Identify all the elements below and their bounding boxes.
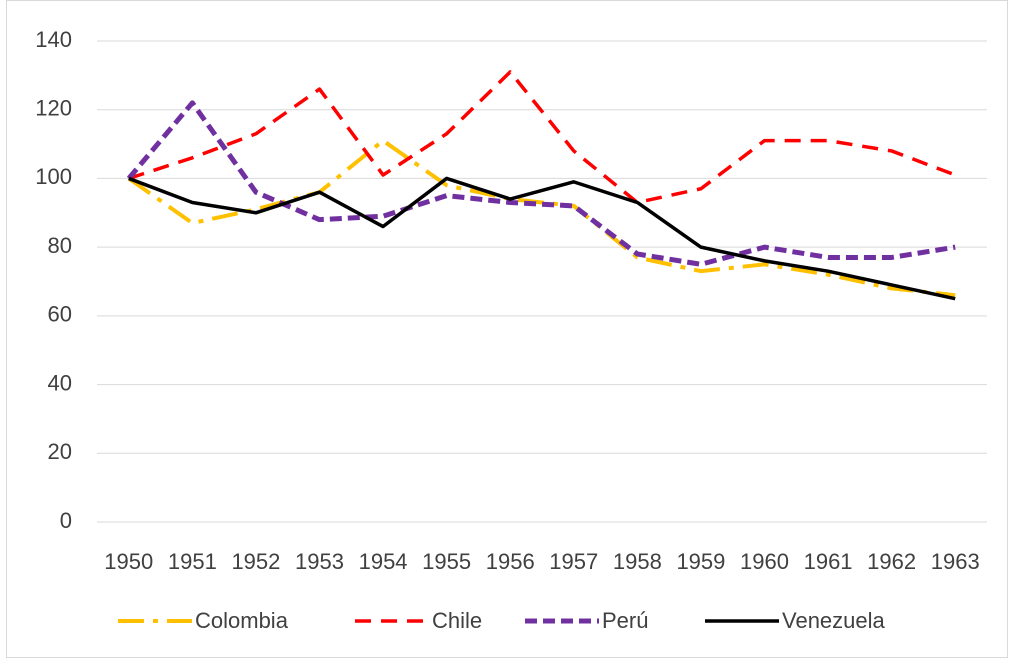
x-tick-label: 1953 bbox=[295, 549, 344, 574]
y-tick-label: 60 bbox=[48, 302, 72, 327]
series-line bbox=[127, 138, 956, 298]
x-tick-label: 1955 bbox=[422, 549, 471, 574]
y-tick-label: 40 bbox=[48, 370, 72, 395]
y-tick-label: 20 bbox=[48, 439, 72, 464]
x-tick-label: 1959 bbox=[676, 549, 725, 574]
x-tick-label: 1952 bbox=[231, 549, 280, 574]
legend-label: Colombia bbox=[195, 608, 289, 633]
series-line bbox=[128, 70, 956, 205]
x-tick-label: 1963 bbox=[931, 549, 980, 574]
y-tick-label: 140 bbox=[35, 27, 72, 52]
legend-label: Perú bbox=[602, 608, 648, 633]
x-tick-label: 1961 bbox=[804, 549, 853, 574]
x-tick-label: 1958 bbox=[613, 549, 662, 574]
legend-label: Venezuela bbox=[782, 608, 886, 633]
series-line bbox=[128, 176, 956, 301]
legend-label: Chile bbox=[432, 608, 482, 633]
x-tick-label: 1950 bbox=[104, 549, 153, 574]
x-tick-label: 1954 bbox=[359, 549, 408, 574]
series-line bbox=[126, 100, 956, 267]
x-tick-label: 1962 bbox=[867, 549, 916, 574]
y-tick-label: 80 bbox=[48, 233, 72, 258]
x-tick-label: 1956 bbox=[486, 549, 535, 574]
x-tick-label: 1957 bbox=[549, 549, 598, 574]
y-tick-label: 0 bbox=[60, 508, 72, 533]
y-tick-label: 100 bbox=[35, 164, 72, 189]
x-tick-label: 1951 bbox=[168, 549, 217, 574]
x-tick-label: 1960 bbox=[740, 549, 789, 574]
y-tick-label: 120 bbox=[35, 96, 72, 121]
